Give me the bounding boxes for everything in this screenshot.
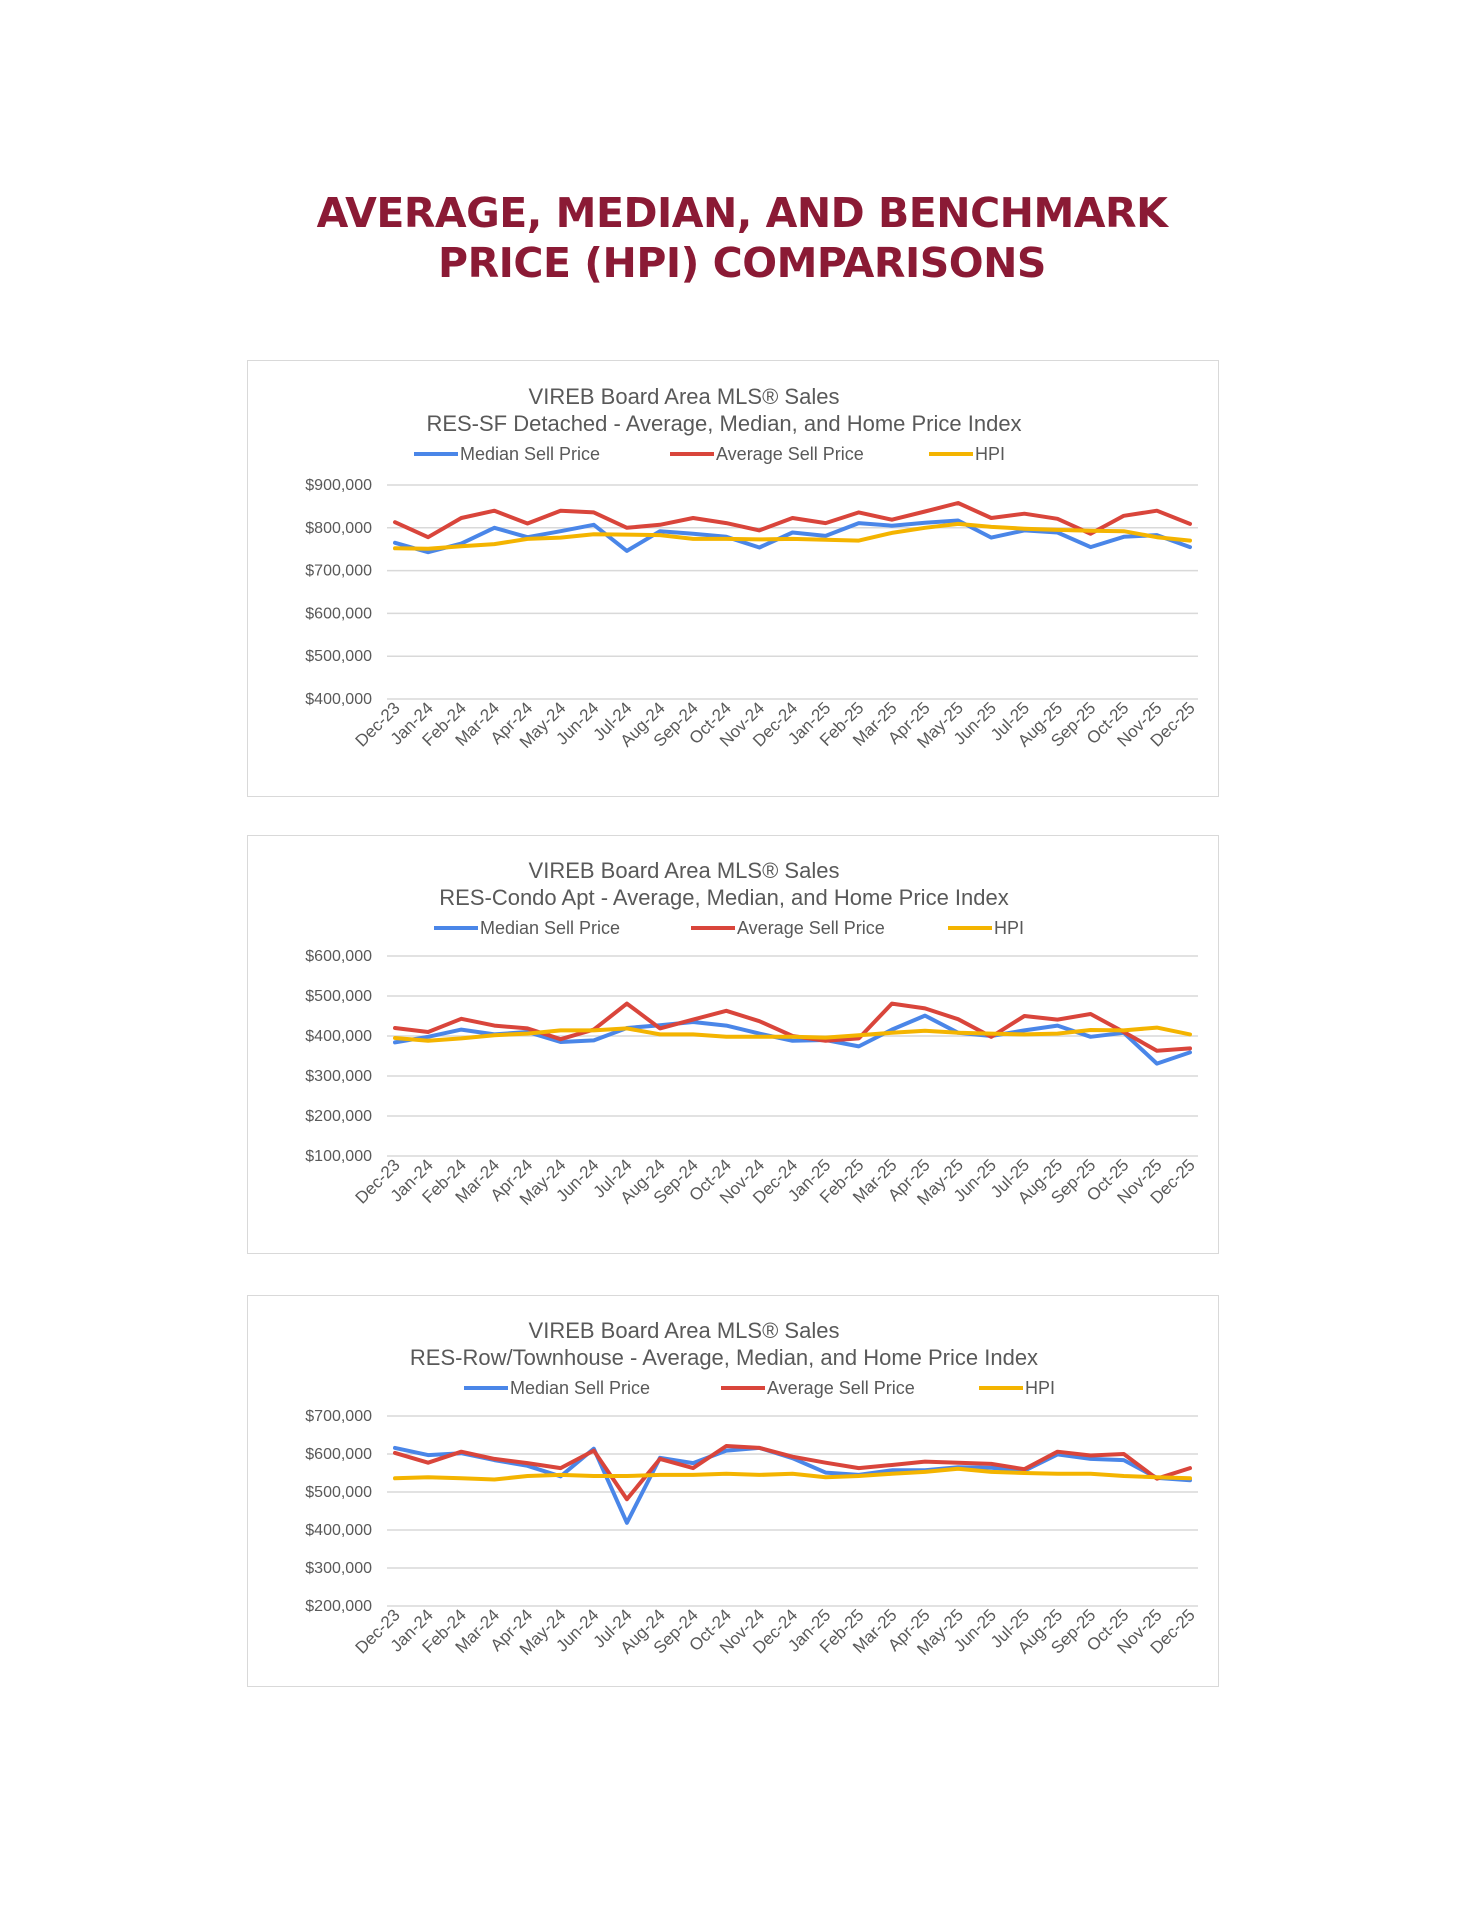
page-title-line-1: AVERAGE, MEDIAN, AND BENCHMARK (316, 189, 1168, 237)
y-tick-label: $400,000 (305, 1028, 372, 1045)
legend-label: HPI (1025, 1378, 1055, 1398)
y-tick-label: $400,000 (305, 691, 372, 708)
y-tick-label: $400,000 (305, 1522, 372, 1539)
y-tick-label: $600,000 (305, 948, 372, 965)
legend-label: Average Sell Price (767, 1378, 915, 1398)
legend-label: HPI (994, 918, 1024, 938)
y-tick-label: $500,000 (305, 988, 372, 1005)
chart-title: VIREB Board Area MLS® Sales (529, 1318, 840, 1343)
page-title: AVERAGE, MEDIAN, AND BENCHMARK PRICE (HP… (0, 188, 1484, 288)
y-tick-label: $600,000 (305, 605, 372, 622)
legend-item: HPI (929, 444, 1005, 464)
y-tick-label: $200,000 (305, 1598, 372, 1615)
chart-row-townhouse: VIREB Board Area MLS® Sales RES-Row/Townh… (247, 1295, 1219, 1687)
y-tick-label: $500,000 (305, 648, 372, 665)
y-tick-label: $600,000 (305, 1446, 372, 1463)
y-tick-label: $200,000 (305, 1108, 372, 1125)
chart-subtitle: RES-SF Detached - Average, Median, and H… (426, 411, 1021, 436)
legend-label: HPI (975, 444, 1005, 464)
page-title-line-2: PRICE (HPI) COMPARISONS (438, 239, 1046, 287)
legend-item: Average Sell Price (721, 1378, 915, 1398)
y-tick-label: $100,000 (305, 1148, 372, 1165)
y-tick-label: $700,000 (305, 563, 372, 580)
series-line-median (393, 1445, 1192, 1525)
legend-label: Median Sell Price (460, 444, 600, 464)
y-tick-label: $800,000 (305, 520, 372, 537)
chart-title: VIREB Board Area MLS® Sales (529, 858, 840, 883)
chart-title: VIREB Board Area MLS® Sales (529, 384, 840, 409)
legend-label: Median Sell Price (480, 918, 620, 938)
legend-item: HPI (948, 918, 1024, 938)
legend-label: Average Sell Price (716, 444, 864, 464)
legend-item: Median Sell Price (464, 1378, 650, 1398)
chart-subtitle: RES-Row/Townhouse - Average, Median, and… (410, 1345, 1038, 1370)
y-tick-label: $700,000 (305, 1408, 372, 1425)
series-line-median (393, 1013, 1192, 1066)
legend-label: Median Sell Price (510, 1378, 650, 1398)
legend-label: Average Sell Price (737, 918, 885, 938)
legend-item: Average Sell Price (670, 444, 864, 464)
y-tick-label: $500,000 (305, 1484, 372, 1501)
chart-condo-apt: VIREB Board Area MLS® Sales RES-Condo Apt… (247, 835, 1219, 1254)
series-line-average (393, 1001, 1192, 1053)
legend-item: HPI (979, 1378, 1055, 1398)
y-tick-label: $300,000 (305, 1560, 372, 1577)
legend-item: Median Sell Price (414, 444, 600, 464)
chart-svg: VIREB Board Area MLS® SalesRES-Row/Townh… (305, 1318, 1199, 1659)
legend-item: Average Sell Price (691, 918, 885, 938)
chart-sf-detached: VIREB Board Area MLS® Sales RES-SF Detach… (247, 360, 1219, 797)
legend-item: Median Sell Price (434, 918, 620, 938)
series-line-hpi (393, 1466, 1192, 1482)
chart-subtitle: RES-Condo Apt - Average, Median, and Hom… (439, 885, 1008, 910)
y-tick-label: $900,000 (305, 477, 372, 494)
y-tick-label: $300,000 (305, 1068, 372, 1085)
